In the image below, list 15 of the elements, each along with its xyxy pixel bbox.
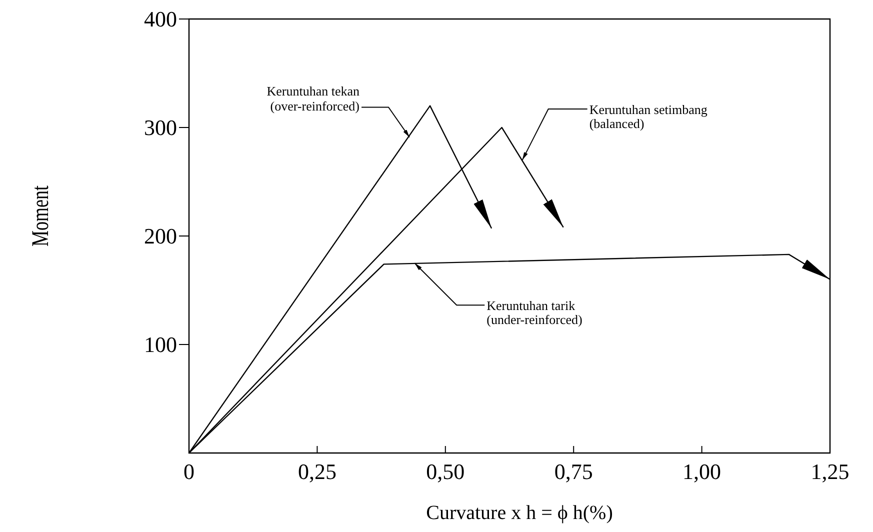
- x-axis-title: Curvature x h = ϕ h(%): [426, 502, 613, 524]
- y-tick-label: 400: [144, 6, 177, 32]
- x-tick-label: 0,50: [426, 459, 465, 484]
- y-tick-label: 300: [144, 115, 177, 140]
- x-tick-label: 1,00: [682, 459, 722, 484]
- x-tick-label: 0,75: [554, 459, 593, 484]
- y-tick-label: 100: [144, 332, 177, 358]
- y-tick-label: 200: [144, 224, 177, 249]
- x-tick-label: 0: [184, 459, 194, 484]
- x-tick-label: 0,25: [298, 459, 336, 484]
- annotation: Keruntuhan tarik (under-reinforced): [486, 298, 582, 328]
- annotation: Keruntuhan setimbang (balanced): [589, 102, 708, 132]
- annotation: Keruntuhan tekan (over-reinforced): [266, 83, 360, 114]
- y-axis-title: Moment: [26, 185, 54, 246]
- x-tick-label: 1,25: [810, 459, 850, 484]
